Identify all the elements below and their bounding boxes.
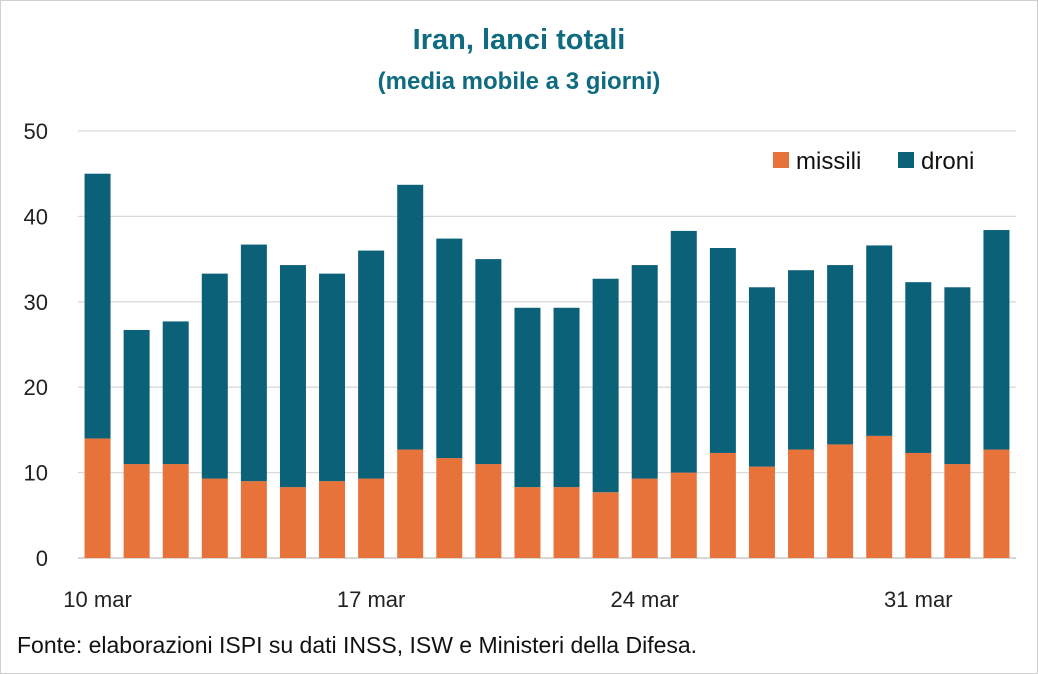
x-tick-label: 17 mar — [337, 587, 405, 612]
bar-droni — [788, 270, 815, 450]
bar-missili — [514, 487, 541, 558]
bar-droni — [748, 287, 775, 467]
bar-missili — [670, 472, 697, 558]
bar-missili — [827, 444, 854, 558]
y-tick-label: 50 — [24, 119, 48, 144]
bar-droni — [201, 273, 228, 479]
legend-label-droni: droni — [921, 148, 974, 175]
bar-droni — [162, 321, 189, 465]
y-tick-label: 0 — [36, 546, 48, 571]
source-note: Fonte: elaborazioni ISPI su dati INSS, I… — [17, 632, 698, 658]
bar-missili — [788, 449, 815, 558]
bar-missili — [162, 464, 189, 558]
bar-missili — [944, 464, 971, 558]
x-tick-label: 10 mar — [63, 587, 131, 612]
bar-droni — [436, 238, 463, 459]
bar-missili — [397, 449, 424, 558]
legend-swatch-droni — [898, 152, 914, 168]
x-tick-label: 24 mar — [610, 587, 678, 612]
bar-missili — [84, 438, 111, 558]
legend: missili droni — [773, 148, 974, 175]
x-tick-label: 31 mar — [884, 587, 952, 612]
bar-droni — [631, 265, 658, 479]
bar-missili — [748, 466, 775, 558]
bar-missili — [279, 487, 306, 558]
bar-droni — [358, 250, 385, 479]
chart-title: Iran, lanci totali — [412, 24, 626, 56]
bar-droni — [983, 230, 1010, 450]
bar-droni — [397, 184, 424, 450]
bar-droni — [240, 244, 267, 482]
bar-missili — [201, 478, 228, 558]
bar-droni — [866, 245, 893, 436]
bar-droni — [592, 278, 619, 493]
bar-missili — [553, 487, 580, 558]
bar-missili — [866, 435, 893, 558]
bar-droni — [319, 273, 346, 482]
bars — [84, 173, 1010, 558]
y-tick-label: 40 — [24, 204, 48, 229]
y-tick-label: 30 — [24, 290, 48, 315]
bar-missili — [240, 481, 267, 558]
legend-label-missili: missili — [796, 148, 861, 175]
bar-missili — [319, 481, 346, 558]
bar-missili — [983, 449, 1010, 558]
bar-missili — [358, 478, 385, 558]
bar-droni — [553, 307, 580, 488]
bar-missili — [475, 464, 502, 558]
x-axis-ticks: 10 mar 17 mar 24 mar 31 mar — [63, 587, 952, 612]
bar-missili — [436, 458, 463, 558]
bar-droni — [475, 259, 502, 465]
bar-droni — [670, 230, 697, 473]
bar-droni — [905, 282, 932, 453]
bar-droni — [514, 307, 541, 488]
bar-droni — [84, 173, 111, 439]
legend-swatch-missili — [773, 152, 789, 168]
bar-missili — [592, 492, 619, 558]
y-tick-label: 10 — [24, 461, 48, 486]
bar-droni — [123, 329, 150, 465]
bar-missili — [709, 452, 736, 558]
y-axis-ticks: 0 10 20 30 40 50 — [24, 119, 48, 571]
bar-droni — [279, 265, 306, 488]
bar-droni — [709, 247, 736, 453]
bar-missili — [123, 464, 150, 558]
bar-droni — [827, 265, 854, 445]
y-tick-label: 20 — [24, 375, 48, 400]
bar-missili — [631, 478, 658, 558]
bar-missili — [905, 452, 932, 558]
bar-droni — [944, 287, 971, 465]
chart-subtitle: (media mobile a 3 giorni) — [377, 68, 661, 95]
gridlines — [78, 130, 1016, 559]
